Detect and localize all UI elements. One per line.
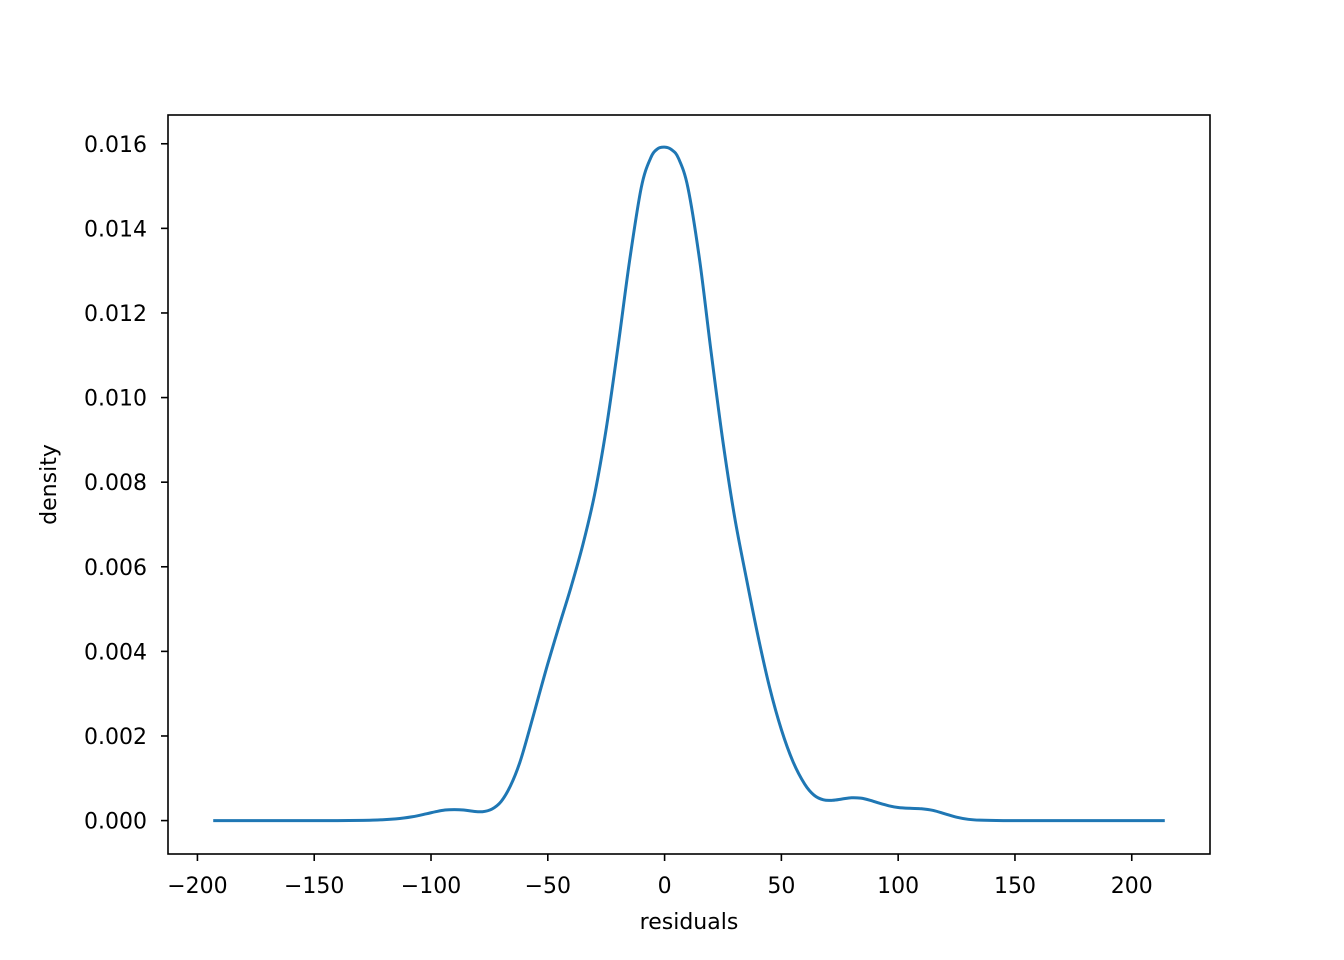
x-axis: −200 −150 −100 −50 0 50 100 150 200 <box>167 854 1153 899</box>
y-tick-label: 0.004 <box>84 640 147 665</box>
y-axis-label: density <box>37 444 62 525</box>
y-tick-label: 0.016 <box>84 133 147 158</box>
x-tick-label: 50 <box>767 874 795 899</box>
plot-area <box>213 145 1165 823</box>
y-tick-label: 0.006 <box>84 556 147 581</box>
y-tick-label: 0.014 <box>84 217 147 242</box>
x-tick-label: −200 <box>167 874 227 899</box>
y-tick-label: 0.012 <box>84 302 147 327</box>
x-tick-label: 200 <box>1111 874 1153 899</box>
y-axis: 0.000 0.002 0.004 0.006 0.008 0.010 0.012 0.014… <box>84 133 168 835</box>
y-tick-label: 0.000 <box>84 810 147 835</box>
density-line-0 <box>213 145 1165 823</box>
y-tick-label: 0.002 <box>84 725 147 750</box>
x-tick-label: −100 <box>401 874 461 899</box>
x-tick-label: 0 <box>658 874 672 899</box>
x-axis-label: residuals <box>640 910 739 935</box>
x-tick-label: −150 <box>284 874 344 899</box>
x-tick-label: 100 <box>877 874 919 899</box>
y-tick-label: 0.010 <box>84 387 147 412</box>
y-tick-label: 0.008 <box>84 471 147 496</box>
x-tick-label: 150 <box>994 874 1036 899</box>
x-tick-label: −50 <box>525 874 571 899</box>
axes-frame <box>167 114 1211 855</box>
